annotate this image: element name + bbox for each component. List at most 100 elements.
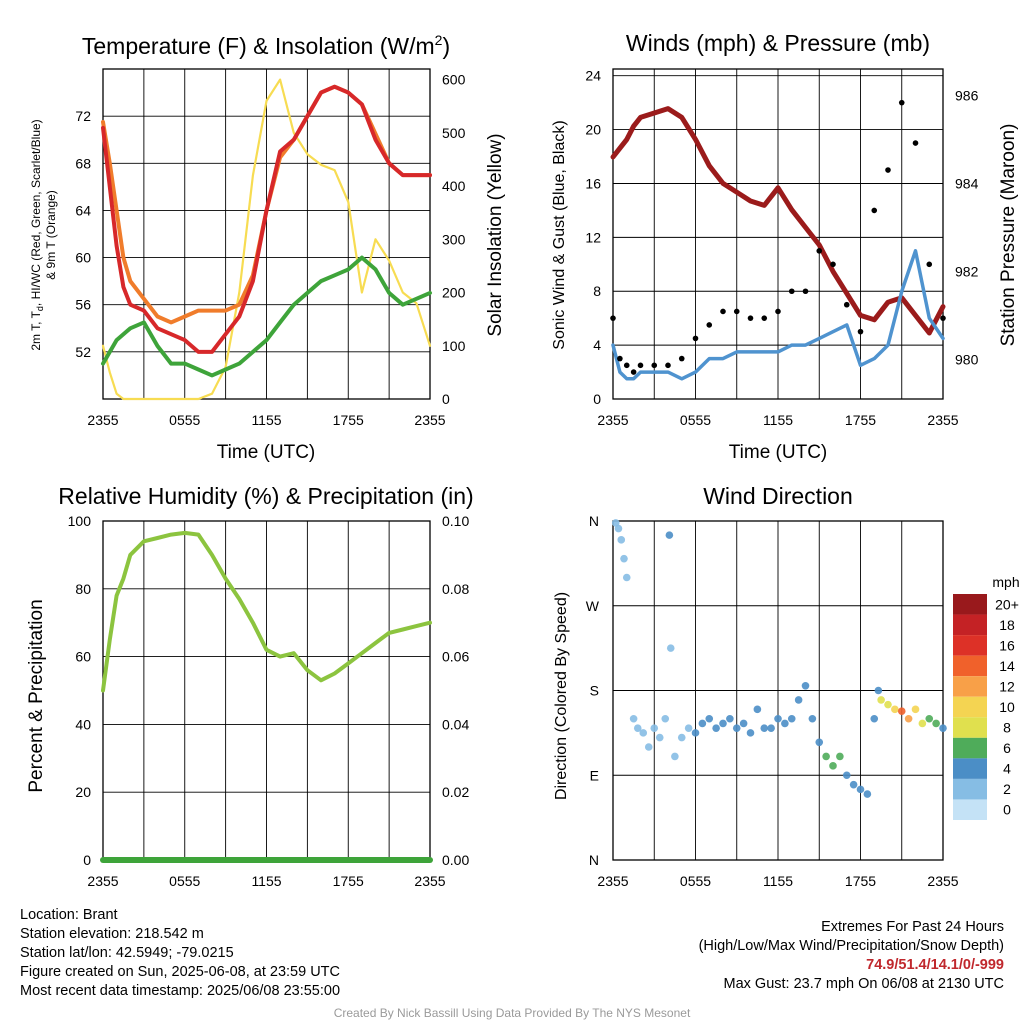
- gust-point: [775, 308, 781, 315]
- gust-point: [871, 207, 878, 214]
- direction-point: [822, 752, 830, 761]
- direction-point: [767, 724, 775, 732]
- max-gust: Max Gust: 23.7 mph On 06/08 at 2130 UTC: [723, 976, 1004, 992]
- legend-label: 10: [999, 699, 1015, 715]
- direction-point: [808, 714, 817, 723]
- y-tick-label: 400: [442, 178, 466, 194]
- time-tick-label: 1755: [845, 412, 876, 428]
- direction-point: [633, 724, 642, 732]
- rh-series-line: [101, 530, 432, 693]
- direction-point: [614, 524, 623, 533]
- direction-point: [829, 762, 837, 770]
- pressure-series-line: [610, 106, 946, 336]
- gust-point: [706, 322, 713, 328]
- solar-series-line: [101, 78, 432, 401]
- gust-point: [830, 261, 836, 268]
- direction-point: [677, 733, 686, 742]
- gust-point: [623, 362, 630, 369]
- y-tick-label: 40: [75, 716, 91, 732]
- gust-point: [857, 328, 864, 335]
- time-tick-label: 0555: [169, 412, 200, 428]
- time-tick-label: 2355: [414, 873, 445, 889]
- y-tick-label: 0.04: [442, 716, 469, 732]
- plot-frame: [102, 68, 431, 400]
- gust-point: [747, 315, 754, 321]
- y-tick-label: 68: [75, 155, 91, 171]
- gust-point: [940, 315, 946, 321]
- direction-point: [719, 719, 727, 728]
- station-info: Location: Brant Station elevation: 218.5…: [20, 906, 340, 1001]
- direction-point: [787, 714, 796, 723]
- direction-point: [639, 729, 648, 737]
- wind-direction-title: Wind Direction: [703, 483, 853, 509]
- time-tick-label: 2355: [87, 873, 118, 889]
- direction-point: [815, 738, 824, 747]
- direction-point: [863, 790, 872, 798]
- legend-swatch: [953, 799, 987, 820]
- legend-title: mph: [992, 574, 1019, 590]
- gust-point: [733, 308, 740, 315]
- direction-point: [897, 707, 906, 716]
- gust-point: [843, 301, 850, 308]
- station-location: Location: Brant: [20, 907, 118, 923]
- y-tick-label: 300: [442, 231, 466, 247]
- y-tick-label: 64: [75, 202, 91, 218]
- direction-point: [665, 531, 674, 539]
- direction-point: [620, 554, 628, 563]
- y-tick-label: 0: [83, 852, 91, 868]
- y-tick-label: 12: [585, 229, 601, 245]
- direction-point: [836, 752, 844, 761]
- extremes-heading: Extremes For Past 24 Hours: [821, 919, 1004, 935]
- winds-ylabel: Sonic Wind & Gust (Blue, Black): [551, 120, 568, 349]
- time-tick-label: 1155: [763, 873, 793, 889]
- y-tick-label: 24: [585, 68, 601, 84]
- legend-label: 8: [1003, 720, 1011, 736]
- direction-point: [801, 681, 810, 690]
- direction-tick-label: S: [590, 683, 599, 699]
- gust-point: [788, 288, 795, 295]
- dew-series-line: [101, 255, 432, 378]
- y-tick-label: 4: [593, 337, 601, 353]
- y-tick-label: 16: [585, 175, 601, 191]
- direction-point: [726, 714, 734, 723]
- extremes-subheading: (High/Low/Max Wind/Precipitation/Snow De…: [698, 938, 1004, 954]
- y-tick-label: 60: [75, 649, 91, 665]
- direction-point: [925, 714, 934, 723]
- direction-point: [644, 743, 653, 751]
- direction-point: [774, 714, 782, 723]
- humidity-ylabel: Percent & Precipitation: [26, 599, 47, 792]
- y-tick-label: 0.00: [442, 852, 469, 868]
- wind-direction-ylabel: Direction (Colored By Speed): [553, 592, 570, 800]
- y-tick-label: 600: [442, 72, 466, 88]
- y-tick-label: 0.08: [442, 581, 469, 597]
- y-tick-label: 0.10: [442, 513, 469, 529]
- direction-point: [877, 696, 885, 704]
- temp-y2label: Solar Insolation (Yellow): [485, 133, 506, 336]
- legend-label: 16: [999, 637, 1015, 653]
- station-latlon: Station lat/lon: 42.5949; -79.0215: [20, 945, 234, 961]
- time-tick-label: 2355: [597, 412, 628, 428]
- direction-tick-label: W: [586, 598, 600, 614]
- y-tick-label: 56: [75, 297, 91, 313]
- legend-swatch: [953, 717, 987, 738]
- humidity-panel: Relative Humidity (%) & Precipitation (i…: [26, 483, 474, 889]
- temp-ylabel: 2m T, Td, HI/WC (Red, Green, Scarlet/Blu…: [29, 119, 45, 350]
- recent-timestamp: Most recent data timestamp: 2025/06/08 2…: [20, 983, 341, 999]
- direction-point: [611, 519, 620, 527]
- y-tick-label: 984: [955, 175, 979, 191]
- time-tick-label: 1755: [333, 412, 364, 428]
- legend-swatch: [953, 758, 987, 779]
- direction-point: [655, 733, 664, 742]
- time-tick-label: 1155: [251, 412, 281, 428]
- direction-point: [698, 719, 707, 728]
- y-tick-label: 980: [955, 351, 979, 367]
- direction-point: [732, 724, 741, 732]
- direction-point: [691, 729, 700, 737]
- y-tick-label: 100: [68, 513, 92, 529]
- y-tick-label: 500: [442, 125, 466, 141]
- time-tick-label: 1155: [763, 412, 793, 428]
- legend-label: 18: [999, 617, 1015, 633]
- time-tick-label: 1755: [845, 873, 876, 889]
- legend-swatch: [953, 594, 987, 615]
